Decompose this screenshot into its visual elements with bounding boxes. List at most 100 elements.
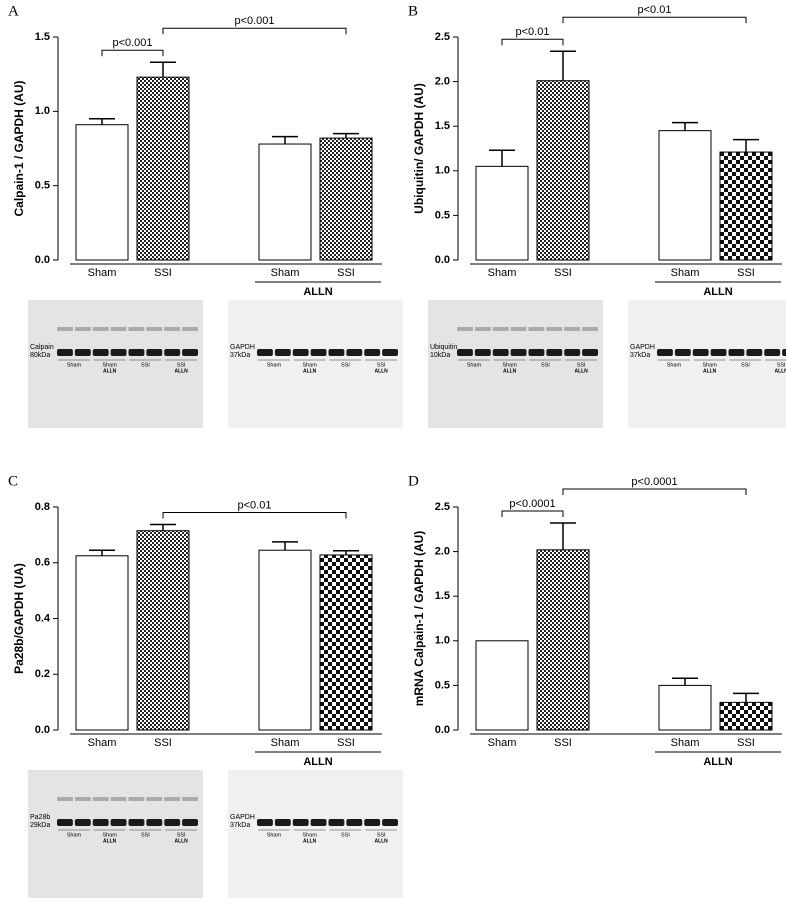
error-bar bbox=[550, 522, 576, 550]
error-bar bbox=[672, 677, 698, 686]
blot-band bbox=[274, 349, 291, 356]
x-tick-label: SSI bbox=[154, 737, 172, 749]
lane-label: ALLN bbox=[103, 838, 117, 844]
blot-protein: Calpain bbox=[30, 344, 54, 351]
faint-band bbox=[582, 327, 598, 331]
blot-band bbox=[546, 349, 563, 356]
lane-label: ALLN bbox=[374, 368, 388, 374]
faint-band bbox=[146, 327, 163, 331]
lane-label: Sham bbox=[302, 362, 317, 368]
y-tick-label: 1.5 bbox=[435, 590, 450, 602]
significance-label: p<0.001 bbox=[234, 15, 274, 27]
lane-label: SSI bbox=[341, 362, 350, 368]
significance-bracket bbox=[501, 38, 564, 46]
blot-size: 37kDa bbox=[230, 352, 250, 359]
y-tick-label: 0.4 bbox=[35, 612, 51, 624]
x-tick-label: SSI bbox=[337, 267, 355, 279]
blot-band bbox=[674, 349, 691, 356]
y-axis-label: Pa28b/GAPDH (UA) bbox=[12, 563, 26, 674]
x-tick-label: Sham bbox=[88, 267, 117, 279]
faint-band bbox=[92, 797, 109, 801]
bar bbox=[136, 530, 190, 731]
blot-background bbox=[428, 300, 603, 428]
faint-band bbox=[57, 327, 73, 331]
group-label: ALLN bbox=[303, 286, 332, 298]
faint-band bbox=[128, 797, 145, 801]
error-bar bbox=[550, 50, 576, 81]
x-tick-label: Sham bbox=[671, 737, 700, 749]
x-tick-label: Sham bbox=[271, 737, 300, 749]
bar bbox=[658, 130, 712, 261]
error-bar bbox=[733, 138, 759, 153]
significance-bracket bbox=[162, 512, 347, 519]
error-bar bbox=[733, 692, 759, 703]
error-bar bbox=[489, 149, 515, 167]
blot-protein: GAPDH bbox=[630, 344, 655, 351]
lane-label: ALLN bbox=[103, 368, 117, 374]
lane-label: Sham bbox=[702, 362, 717, 368]
blot-band bbox=[474, 349, 491, 356]
bar bbox=[475, 165, 529, 261]
faint-band bbox=[164, 327, 181, 331]
x-tick-label: SSI bbox=[154, 267, 172, 279]
error-bar bbox=[89, 118, 115, 125]
error-bar bbox=[333, 550, 359, 555]
y-tick-label: 1.5 bbox=[35, 31, 50, 43]
y-tick-label: 2.5 bbox=[435, 501, 450, 513]
group-label: ALLN bbox=[703, 286, 732, 298]
lane-label: Sham bbox=[467, 362, 482, 368]
lane-label: SSI bbox=[177, 362, 186, 368]
bar bbox=[75, 555, 129, 731]
lane-label: SSI bbox=[541, 362, 550, 368]
blot-band bbox=[657, 349, 673, 356]
blot-background bbox=[28, 300, 203, 428]
significance-label: p<0.0001 bbox=[509, 498, 555, 510]
lane-label: Sham bbox=[102, 362, 117, 368]
lane-label: SSI bbox=[577, 362, 586, 368]
blot-size: 29kDa bbox=[30, 822, 50, 829]
significance-label: p<0.01 bbox=[638, 4, 672, 16]
blot-band bbox=[564, 349, 581, 356]
blot-band bbox=[146, 819, 163, 826]
y-tick-label: 0.5 bbox=[35, 180, 50, 192]
bar bbox=[719, 151, 773, 261]
lane-label: SSI bbox=[377, 832, 386, 838]
faint-band bbox=[546, 327, 563, 331]
y-tick-label: 0.0 bbox=[35, 254, 50, 266]
faint-band bbox=[182, 797, 198, 801]
blot-background bbox=[228, 300, 403, 428]
x-tick-label: Sham bbox=[88, 737, 117, 749]
x-tick-label: SSI bbox=[554, 267, 572, 279]
bar bbox=[75, 124, 129, 261]
lane-label: Sham bbox=[667, 362, 682, 368]
error-bar bbox=[89, 549, 115, 556]
blot-band bbox=[110, 349, 127, 356]
blot-band bbox=[128, 349, 145, 356]
blot-band bbox=[57, 349, 73, 356]
y-axis-label: Calpain-1 / GAPDH (AU) bbox=[12, 80, 26, 216]
lane-label: Sham bbox=[67, 362, 82, 368]
faint-band bbox=[57, 797, 73, 801]
lane-label: Sham bbox=[267, 362, 282, 368]
y-tick-label: 0.5 bbox=[435, 679, 450, 691]
faint-band bbox=[182, 327, 198, 331]
lane-label: SSI bbox=[377, 362, 386, 368]
blot-band bbox=[74, 349, 91, 356]
faint-band bbox=[92, 327, 109, 331]
blot-band bbox=[74, 819, 91, 826]
bar bbox=[719, 701, 773, 731]
faint-band bbox=[110, 797, 127, 801]
blot-size: 37kDa bbox=[630, 352, 650, 359]
y-tick-label: 2.0 bbox=[435, 76, 450, 88]
lane-label: ALLN bbox=[703, 368, 717, 374]
faint-band bbox=[128, 327, 145, 331]
chart-panel: B 0.0 0.5 1.0 1.5 2.0 2.5 Ubiquitin/ GAPDH (AU)… bbox=[408, 3, 786, 428]
blot-band bbox=[364, 349, 381, 356]
lane-label: ALLN bbox=[303, 838, 317, 844]
blot-band bbox=[328, 349, 345, 356]
blot-protein: GAPDH bbox=[230, 344, 255, 351]
blot-band bbox=[310, 819, 327, 826]
